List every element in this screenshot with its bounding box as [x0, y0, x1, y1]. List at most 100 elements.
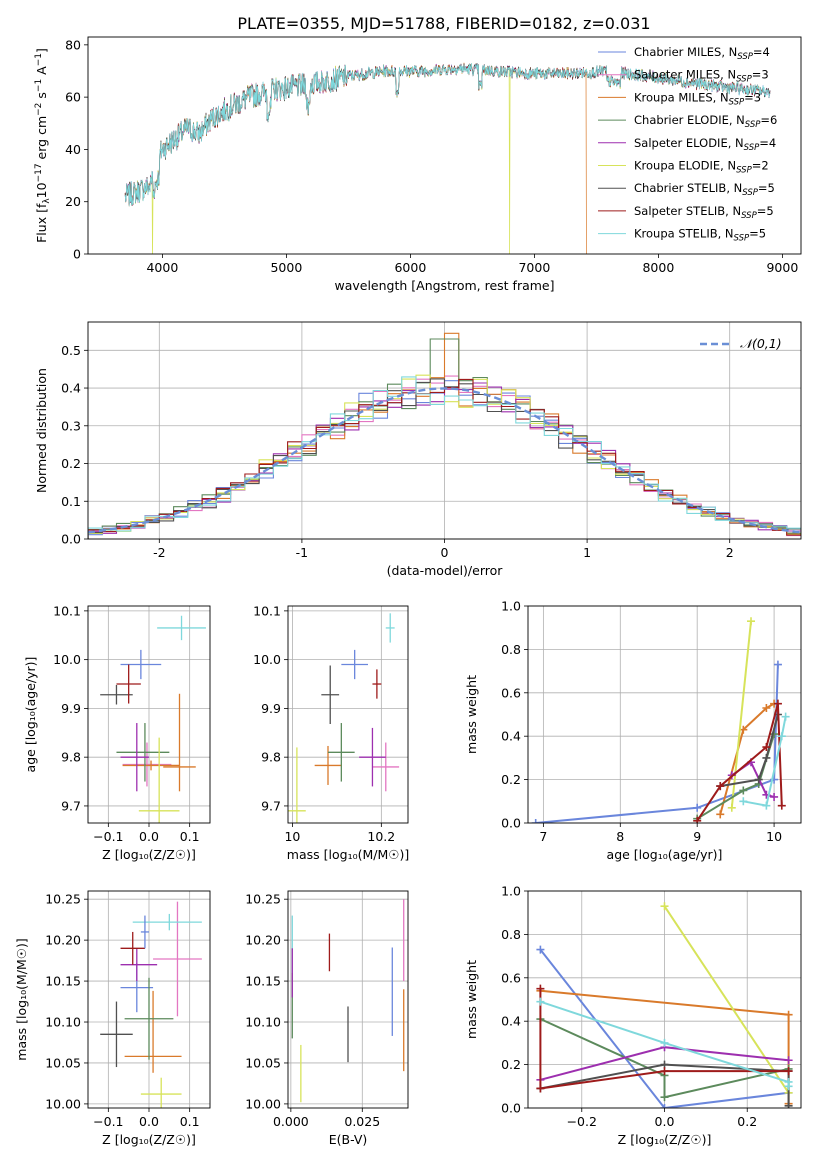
normal-curve — [88, 387, 801, 534]
y-tick-label: 10.20 — [45, 933, 81, 948]
legend-name: Chabrier STELIB, N — [634, 181, 742, 195]
legend-entry: Kroupa MILES, NSSP=3 — [634, 90, 761, 107]
series-line — [743, 716, 787, 807]
legend-sub: SSP — [741, 211, 757, 221]
series-marker — [784, 1082, 793, 1091]
errorbar-point — [288, 747, 306, 823]
x-tick-label: 0.025 — [344, 1114, 380, 1129]
x-tick-label: −0.1 — [93, 1114, 123, 1129]
plot-area-age_vs_mass — [288, 613, 400, 823]
y-tick-label: 10.05 — [45, 1055, 81, 1070]
axes-residuals: -2 -1 0 1 2 0.0 0.1 0.2 0.3 0.4 0.5 (data-model)/er… — [34, 321, 802, 578]
series-marker — [770, 792, 779, 801]
spectrum-line — [124, 63, 771, 207]
axes-mass_vs_ebv: 0.000 0.025 10.00 10.05 10.10 10.15 10.20 10.25… — [245, 890, 409, 1147]
y-axis-label-part: −1 — [34, 53, 44, 66]
legend-name: Chabrier MILES, N — [634, 45, 737, 59]
x-tick-label: 8000 — [642, 260, 674, 275]
x-axis-label: Z [log₁₀(Z/Z☉)] — [102, 847, 196, 862]
errorbar-point — [120, 948, 158, 982]
series-marker — [531, 819, 540, 823]
y-tick-label: 0.8 — [501, 927, 521, 942]
plots-container: 4000 5000 6000 7000 8000 9000020406080wavelen… — [14, 36, 802, 1147]
x-tick-label: 0.0 — [139, 1114, 159, 1129]
errorbar-point — [122, 742, 172, 787]
series-marker — [716, 810, 725, 819]
legend-value: =5 — [749, 227, 766, 241]
x-tick-label: −0.2 — [567, 1114, 597, 1129]
series-marker — [660, 1038, 669, 1047]
errorbar-point — [372, 669, 382, 699]
y-axis-label-part: −1 — [34, 79, 44, 92]
legend-entry: Chabrier STELIB, NSSP=5 — [634, 181, 775, 198]
series-line — [696, 703, 783, 822]
x-axis-label: wavelength [Angstrom, rest frame] — [334, 278, 554, 293]
series-marker — [777, 732, 786, 741]
series-line — [730, 621, 752, 808]
y-tick-label: 0.2 — [501, 772, 521, 787]
series-marker — [660, 1093, 669, 1102]
series-marker — [773, 660, 782, 669]
series-marker — [773, 699, 782, 708]
y-tick-label: 0.6 — [501, 970, 521, 985]
y-axis-label: mass weight — [464, 675, 479, 754]
x-tick-label: 6000 — [394, 260, 426, 275]
x-tick-label: 8 — [616, 829, 624, 844]
legend-sub: SSP — [729, 97, 745, 107]
y-axis-label: mass weight — [464, 960, 479, 1039]
series-marker — [747, 617, 756, 626]
y-axis-label-part: −17 — [34, 163, 44, 182]
errorbar-point — [124, 977, 174, 1060]
errorbar-point — [372, 742, 400, 792]
y-tick-label: 0.4 — [61, 381, 81, 396]
series-marker — [693, 816, 702, 823]
x-axis-label: Z [log₁₀(Z/Z☉)] — [618, 1132, 712, 1147]
legend-sub: SSP — [737, 52, 753, 62]
x-tick-label: 9000 — [766, 260, 798, 275]
series-line — [663, 905, 790, 1094]
series-marker — [781, 712, 790, 721]
x-tick-label: -1 — [296, 545, 308, 560]
y-tick-label: 0.3 — [61, 418, 81, 433]
x-axis-label: E(B-V) — [329, 1132, 368, 1147]
errorbar-point — [120, 723, 149, 792]
errorbar-point — [100, 1001, 133, 1068]
x-tick-label: 5000 — [270, 260, 302, 275]
y-tick-label: 1.0 — [501, 884, 521, 899]
y-tick-label: 9.8 — [261, 750, 281, 765]
errorbar-point — [140, 1077, 182, 1108]
y-tick-label: 10.25 — [245, 892, 281, 907]
axes-frame — [287, 605, 409, 824]
y-tick-label: 0 — [73, 247, 81, 262]
errorbar-point — [385, 613, 395, 643]
y-tick-label: 10.00 — [45, 1096, 81, 1111]
x-tick-label: 7 — [539, 829, 547, 844]
x-tick-label: 4000 — [146, 260, 178, 275]
plot-area-massweight_vs_Z — [536, 902, 793, 1108]
legend-name: Kroupa MILES, N — [634, 90, 729, 104]
y-tick-label: 10.20 — [245, 933, 281, 948]
legend-sub: SSP — [744, 143, 760, 153]
legend-sub: SSP — [736, 166, 752, 176]
errorbar-point — [122, 760, 180, 771]
errorbar-point — [157, 615, 206, 641]
x-tick-label: 0 — [441, 545, 449, 560]
legend-sub: SSP — [736, 75, 752, 85]
y-axis-label: age [log₁₀(age/yr)] — [23, 657, 38, 773]
axes-frame — [87, 36, 802, 255]
series-marker — [784, 1010, 793, 1019]
y-axis-label: Flux [fλ10−17 erg cm−2 s−1 A−1] — [34, 48, 52, 243]
axes-spectrum: 4000 5000 6000 7000 8000 9000 0 20 40 60 80 wavelen… — [34, 36, 802, 293]
x-tick-label: 10 — [284, 829, 300, 844]
figure-title: PLATE=0355, MJD=51788, FIBERID=0182, z=0… — [237, 14, 650, 33]
y-tick-label: 60 — [65, 90, 81, 105]
y-axis-label-part: ] — [34, 48, 49, 53]
errorbar-point — [140, 915, 149, 949]
y-axis-label-part: erg cm — [34, 116, 49, 164]
errorbar-point — [153, 901, 202, 1017]
x-tick-label: 7000 — [518, 260, 550, 275]
legend-entry: Kroupa ELODIE, NSSP=2 — [634, 159, 769, 176]
x-axis-label: age [log₁₀(age/yr)] — [607, 847, 723, 862]
legend-value: =2 — [752, 159, 769, 173]
errorbar-point — [124, 990, 182, 1073]
